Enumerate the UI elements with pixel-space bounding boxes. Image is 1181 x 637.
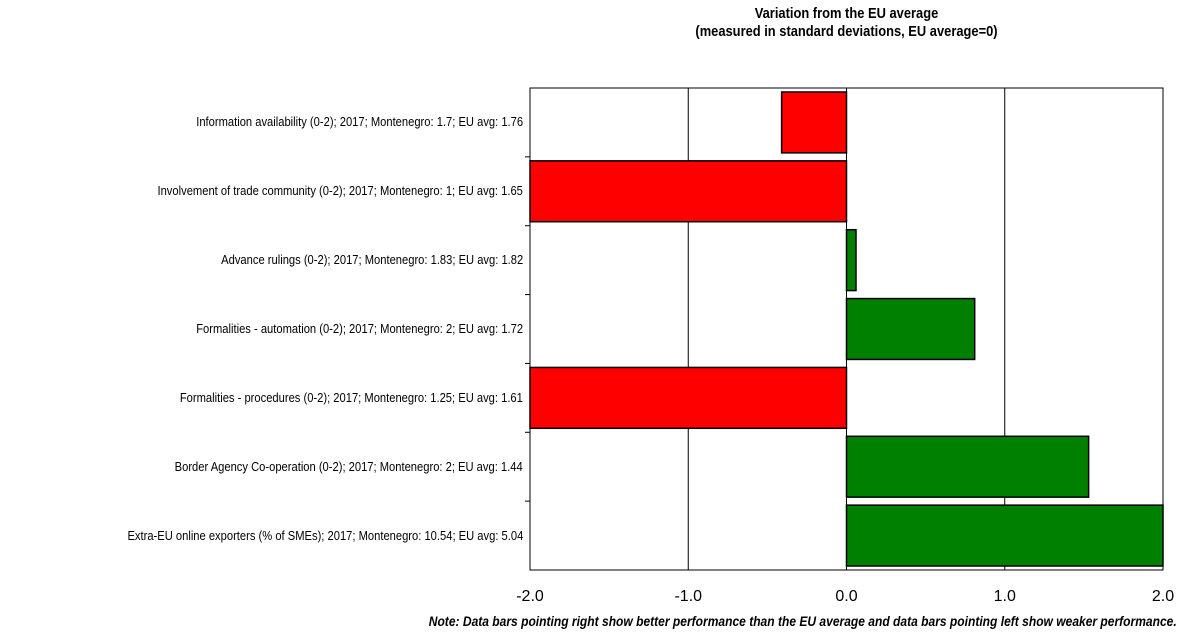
- bar: [529, 160, 848, 223]
- x-tick-label: -1.0: [674, 588, 703, 605]
- category-label: Border Agency Co-operation (0-2); 2017; …: [174, 458, 523, 474]
- chart-title: Variation from the EU average: [754, 5, 939, 22]
- category-label: Involvement of trade community (0-2); 20…: [157, 183, 523, 199]
- category-label: Extra-EU online exporters (% of SMEs); 2…: [127, 527, 523, 543]
- x-tick-label: 1.0: [993, 588, 1016, 605]
- bar: [780, 91, 848, 154]
- bar: [845, 297, 976, 361]
- x-tick-label: 2.0: [1151, 588, 1175, 605]
- chart-subtitle: (measured in standard deviations, EU ave…: [695, 23, 998, 40]
- bar: [845, 228, 857, 292]
- chart-note: Note: Data bars pointing right show bett…: [429, 613, 1177, 629]
- category-label: Information availability (0-2); 2017; Mo…: [196, 114, 523, 130]
- bar: [529, 366, 848, 430]
- bar: [845, 504, 1164, 567]
- bar: [845, 435, 1090, 498]
- category-label: Formalities - procedures (0-2); 2017; Mo…: [179, 389, 523, 405]
- category-label: Advance rulings (0-2); 2017; Montenegro:…: [220, 252, 523, 268]
- category-label: Formalities - automation (0-2); 2017; Mo…: [196, 321, 523, 336]
- x-tick-label: -2.0: [516, 588, 544, 605]
- x-tick-label: 0.0: [835, 588, 858, 605]
